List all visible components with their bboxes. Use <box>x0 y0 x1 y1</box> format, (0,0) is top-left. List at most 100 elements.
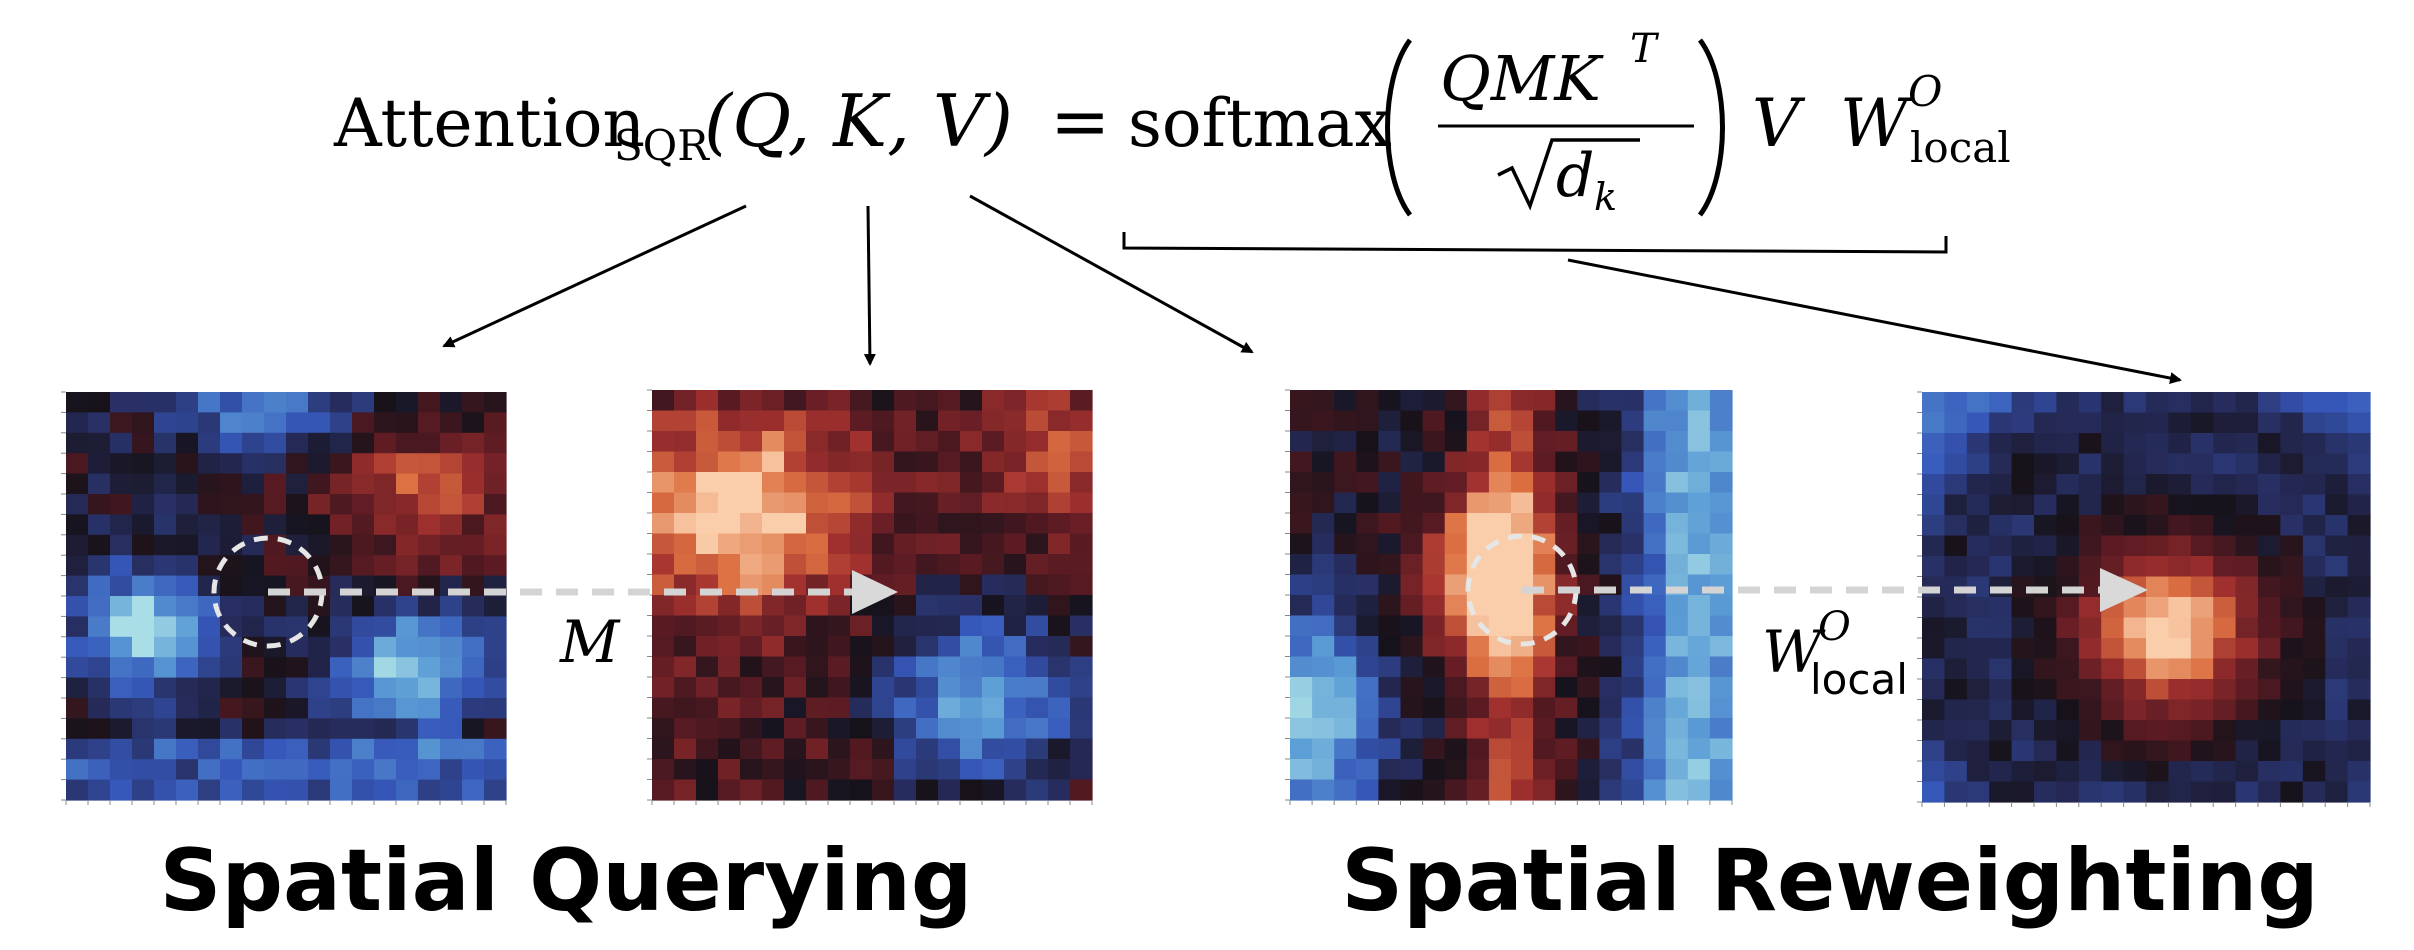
heatmap-cell <box>938 718 961 740</box>
heatmap-cell <box>1577 718 1600 740</box>
heatmap-cell <box>1312 656 1335 678</box>
heatmap-cell <box>1577 431 1600 453</box>
heatmap-cell <box>2302 679 2326 701</box>
heatmap-cell <box>198 473 221 495</box>
heatmap-cell <box>396 392 419 413</box>
heatmap-cell <box>242 494 265 515</box>
heatmap-cell <box>2258 392 2281 414</box>
heatmap-cell <box>88 616 111 638</box>
heatmap-cell <box>1466 636 1490 658</box>
heatmap-cell <box>2101 392 2125 414</box>
heatmap-cell <box>2123 494 2147 516</box>
heatmap-cell <box>1643 513 1667 535</box>
heatmap-cell <box>762 759 785 781</box>
heatmap-cell <box>784 697 807 719</box>
heatmap-cell <box>806 431 829 453</box>
heatmap-cell <box>2034 433 2057 455</box>
heatmap-cell <box>198 759 221 781</box>
heatmap-cell <box>2325 392 2349 414</box>
heatmap-cell <box>784 431 807 453</box>
heatmap-cell <box>2280 576 2304 598</box>
heatmap-cell <box>2258 597 2281 619</box>
heatmap-cell <box>850 451 873 473</box>
heatmap-cell <box>1966 617 1990 639</box>
heatmap-cell <box>2056 638 2080 660</box>
heatmap-cell <box>718 492 741 514</box>
heatmap-cell <box>806 390 829 412</box>
heatmap-cell <box>2011 638 2035 660</box>
heatmap-cell <box>462 555 485 577</box>
heatmap-cell <box>2146 453 2169 475</box>
heatmap-cell <box>2011 699 2035 721</box>
heatmap-cell <box>2235 781 2259 803</box>
heatmap-cell <box>1048 738 1071 760</box>
heatmap-cell <box>2078 597 2102 619</box>
heatmap-cell <box>374 759 397 781</box>
heatmap-cell <box>696 656 719 678</box>
heatmap-cell <box>1004 431 1027 453</box>
heatmap-cell <box>1026 615 1049 637</box>
heatmap-cell <box>66 616 89 638</box>
heatmap-cell <box>1444 718 1468 740</box>
heatmap-cell <box>2146 494 2169 516</box>
formula-denominator-d: d <box>1556 141 1594 211</box>
heatmap-cell <box>1356 615 1379 637</box>
heatmap-cell <box>2078 617 2102 639</box>
heatmap-cell <box>484 698 507 719</box>
heatmap-cell <box>1922 679 1945 701</box>
heatmap-cell <box>2302 453 2326 475</box>
heatmap-cell <box>938 595 961 617</box>
heatmap-cell <box>2302 617 2326 639</box>
heatmap-cell <box>396 718 419 740</box>
heatmap-cell <box>1709 615 1733 637</box>
heatmap-cell <box>1290 636 1313 658</box>
heatmap-cell <box>396 698 419 719</box>
heatmap-cell <box>1444 492 1468 514</box>
heatmap-cell <box>1334 759 1357 781</box>
heatmap-cell <box>88 759 111 781</box>
heatmap-cell <box>960 656 983 678</box>
heatmap-cell <box>132 738 155 760</box>
heatmap-cell <box>2258 720 2281 742</box>
heatmap-cell <box>872 390 895 412</box>
heatmap-cell <box>784 738 807 760</box>
heatmap-cell <box>1577 513 1600 535</box>
heatmap-cell <box>1466 410 1490 432</box>
heatmap-cell <box>652 431 675 453</box>
heatmap-cell <box>154 392 177 413</box>
heatmap-cell <box>2302 494 2326 516</box>
heatmap-cell <box>1621 390 1645 412</box>
heatmap-cell <box>740 513 763 535</box>
heatmap-cell <box>2347 740 2371 762</box>
heatmap-cell <box>1621 451 1645 473</box>
heatmap-cell <box>938 574 961 596</box>
heatmap-cell <box>462 759 485 781</box>
heatmap-cell <box>1944 597 1968 619</box>
heatmap-cell <box>2078 740 2102 762</box>
heatmap-cell <box>1004 636 1027 658</box>
heatmap-cell <box>1026 779 1049 801</box>
heatmap-cell <box>330 555 353 577</box>
heatmap-cell <box>1444 779 1468 801</box>
heatmap-cell <box>2235 761 2259 783</box>
heatmap-cell <box>938 492 961 514</box>
heatmap-cell <box>1665 615 1689 637</box>
heatmap-cell <box>264 677 287 699</box>
heatmap-cell <box>1070 513 1093 535</box>
caption-spatial-reweighting: Spatial Reweighting <box>1341 831 2319 931</box>
heatmap-cell <box>2347 761 2371 783</box>
heatmap-cell <box>110 412 133 434</box>
heatmap-cell <box>1048 718 1071 740</box>
heatmap-cell <box>1944 761 1968 783</box>
heatmap-cell <box>1621 779 1645 801</box>
heatmap-cell <box>1356 656 1379 678</box>
heatmap-cell <box>2123 515 2147 537</box>
heatmap-cell <box>220 759 243 781</box>
heatmap-cell <box>308 779 331 801</box>
heatmap-cell <box>1643 779 1667 801</box>
heatmap-cell <box>1488 759 1512 781</box>
heatmap-cell <box>1922 453 1945 475</box>
heatmap-cell <box>88 698 111 719</box>
heatmap-cell <box>2190 535 2214 557</box>
heatmap-cell <box>960 554 983 576</box>
